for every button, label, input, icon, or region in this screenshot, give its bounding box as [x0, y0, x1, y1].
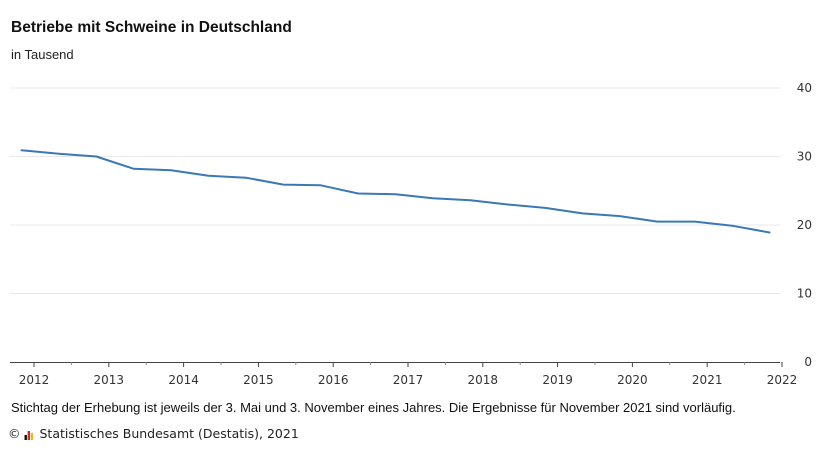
y-tick-label: 20 [797, 218, 812, 232]
x-tick-label: 2015 [243, 373, 274, 387]
series-layer [20, 149, 771, 234]
x-tick-label: 2021 [692, 373, 723, 387]
x-tick-label: 2013 [94, 373, 125, 387]
destatis-logo-icon [24, 428, 36, 440]
x-tick-label: 2018 [468, 373, 499, 387]
y-axis-ticks: 0 10 20 30 40 [797, 81, 812, 369]
gridlines [10, 87, 780, 294]
y-tick-label: 0 [804, 355, 812, 369]
source-text: Statistisches Bundesamt (Destatis), 2021 [39, 426, 299, 441]
chart-title: Betriebe mit Schweine in Deutschland [11, 19, 292, 36]
x-tick-label: 2012 [19, 373, 50, 387]
x-tick-label: 2020 [617, 373, 648, 387]
y-tick-label: 10 [797, 287, 812, 301]
x-tick-label: 2019 [542, 373, 573, 387]
x-tick-label: 2022 [767, 373, 798, 387]
series-line [20, 149, 771, 234]
chart-subtitle: in Tausend [11, 47, 74, 62]
source-line: © Statistisches Bundesamt (Destatis), 20… [8, 426, 299, 441]
y-tick-label: 30 [797, 150, 812, 164]
footnote: Stichtag der Erhebung ist jeweils der 3.… [11, 400, 736, 415]
x-tick-label: 2017 [393, 373, 424, 387]
x-tick-label: 2016 [318, 373, 349, 387]
x-axis-ticks: 2012 2013 2014 2015 2016 2017 2018 2019 2020 2021… [19, 362, 798, 387]
copyright-symbol: © [8, 426, 21, 441]
y-tick-label: 40 [797, 81, 812, 95]
x-tick-label: 2014 [168, 373, 199, 387]
